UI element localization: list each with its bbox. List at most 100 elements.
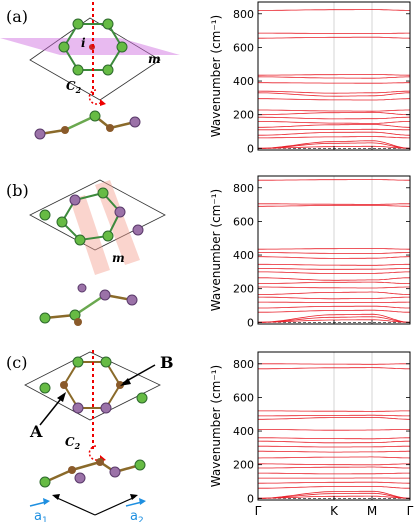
rotation-symbol-a: C2	[66, 79, 82, 95]
side-view-a	[34, 110, 141, 140]
phonon-band-b8	[258, 121, 410, 124]
y-axis-label: Wavenumber (cm⁻¹)	[209, 15, 223, 137]
atoms-a	[58, 18, 128, 76]
inversion-symbol-a: i	[81, 36, 86, 50]
y-tick-label: 600	[233, 41, 254, 54]
mirror-symbol-b: m	[112, 251, 125, 265]
y-tick-label: 0	[247, 492, 254, 505]
phonon-band-b20	[258, 179, 410, 181]
unit-cell-a	[29, 17, 161, 101]
phonon-band-b20	[258, 363, 410, 365]
phonon-band-b10	[258, 281, 410, 284]
y-axis-label: Wavenumber (cm⁻¹)	[209, 189, 223, 311]
atoms-b	[39, 187, 144, 246]
y-axis-label: Wavenumber (cm⁻¹)	[209, 365, 223, 487]
rotation-arrow-a	[88, 89, 101, 105]
y-tick-label: 0	[247, 142, 254, 155]
phonon-plot-b: 0 200 400 600 800 Wavenumber (cm⁻¹)	[209, 175, 411, 329]
phonon-band-b3	[258, 319, 410, 323]
side-view-b	[39, 283, 138, 326]
y-tick-label: 0	[247, 316, 254, 329]
phonon-band-b17	[258, 74, 410, 76]
x-tick-label: Γ	[407, 504, 414, 518]
phonon-band-b5	[258, 131, 410, 136]
phonon-band-b18	[258, 410, 410, 412]
phonon-band-b1	[258, 140, 411, 149]
phonon-band-b9	[258, 116, 410, 120]
phonon-band-b19	[258, 367, 410, 370]
phonon-band-b17	[258, 248, 410, 250]
mirror-plane-b2	[95, 180, 140, 265]
y-tick-label: 400	[233, 75, 254, 88]
y-tick-label: 800	[233, 8, 254, 21]
y-tick-label: 400	[233, 425, 254, 438]
phonon-band-b12	[258, 445, 410, 448]
phonon-band-b6	[258, 128, 410, 131]
phonon-band-b4	[258, 136, 410, 139]
structure-c: (c) B A C2	[6, 350, 174, 522]
phonon-band-b11	[258, 109, 410, 112]
structure-b: (b) m	[6, 179, 166, 326]
structure-a: (a) i m C2	[0, 2, 180, 140]
phonon-band-b9	[258, 286, 410, 289]
phonon-band-b2	[258, 316, 410, 323]
phonon-band-b3	[258, 495, 410, 499]
phonon-band-b18	[258, 204, 410, 207]
phonon-band-b11	[258, 450, 410, 453]
site-label-b: B	[160, 353, 174, 372]
lattice-vectors: a1 a2	[29, 494, 146, 522]
phonon-band-b12	[258, 98, 410, 101]
phonon-band-b5	[258, 481, 410, 484]
phonon-band-b14	[258, 263, 410, 266]
phonon-band-b15	[258, 256, 410, 259]
x-tick-label: K	[330, 504, 339, 518]
phonon-band-b6	[258, 301, 410, 303]
phonon-band-b7	[258, 296, 410, 300]
phonon-band-b1	[257, 313, 411, 323]
phonon-band-b19	[258, 203, 410, 205]
phonon-band-b10	[258, 111, 410, 116]
phonon-band-b8	[258, 466, 410, 469]
phonon-band-b13	[257, 440, 411, 444]
y-tick-label: 600	[233, 391, 254, 404]
y-tick-label: 600	[233, 215, 254, 228]
rotation-symbol-c: C2	[65, 435, 81, 451]
phonon-band-b16	[258, 252, 410, 254]
phonon-band-b3	[258, 145, 410, 149]
phonon-band-b2	[258, 492, 410, 499]
phonon-band-b17	[258, 414, 410, 417]
y-tick-label: 800	[233, 358, 254, 371]
phonon-band-b4	[258, 486, 410, 489]
phonon-band-b16	[257, 76, 411, 79]
phonon-band-b15	[258, 429, 410, 431]
panel-label-c: (c)	[6, 353, 27, 372]
phonon-band-b19	[258, 32, 410, 34]
phonon-band-b11	[258, 277, 410, 281]
x-tick-label: M	[367, 504, 377, 518]
unit-cell-c	[24, 351, 161, 421]
panel-label-a: (a)	[6, 7, 28, 26]
phonon-band-b9	[258, 463, 411, 466]
panel-label-b: (b)	[6, 181, 29, 200]
mirror-plane-b1	[70, 195, 110, 275]
phonon-band-b13	[258, 268, 410, 270]
phonon-band-b1	[258, 490, 410, 499]
phonon-band-b2	[258, 142, 410, 149]
phonon-band-b15	[258, 82, 410, 84]
phonon-band-b4	[258, 309, 410, 313]
y-tick-label: 800	[233, 182, 254, 195]
atoms-c	[39, 356, 148, 414]
phonon-band-b8	[257, 291, 411, 295]
phonon-band-b20	[258, 9, 410, 11]
lattice-vector-a1: a1	[34, 509, 48, 522]
rotation-arrow-c	[88, 445, 101, 461]
site-label-a: A	[29, 422, 43, 441]
side-view-c	[39, 458, 146, 488]
phonon-band-b14	[257, 90, 411, 94]
y-tick-label: 200	[233, 109, 254, 122]
phonon-band-b16	[258, 417, 410, 420]
phonon-plot-c: 0 200 400 600 800 Γ K M Γ Wavenumber (cm⁻¹)	[209, 351, 414, 518]
phonon-band-b14	[258, 437, 410, 440]
phonon-band-b18	[258, 36, 411, 39]
